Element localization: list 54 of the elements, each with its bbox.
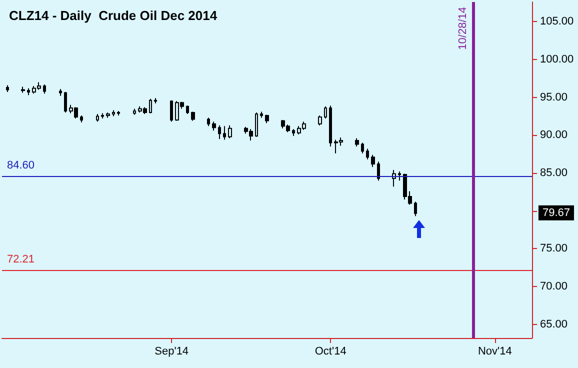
candlestick: [218, 124, 221, 140]
candlestick: [260, 111, 263, 118]
candlestick: [223, 126, 226, 140]
candlestick: [265, 114, 269, 124]
ref-line-label: 84.60: [7, 160, 35, 172]
text: CLZ14 - Daily Crude Oil Dec 2014: [9, 8, 218, 23]
candlestick: [398, 171, 401, 182]
ref-line-label: 10/28/14: [457, 7, 470, 50]
candlestick: [117, 110, 120, 116]
candlestick: [170, 100, 173, 122]
candlestick: [112, 110, 115, 117]
candlestick: [80, 115, 83, 123]
text: 79.67: [542, 206, 570, 219]
candlestick: [96, 114, 99, 122]
candlestick: [371, 154, 375, 168]
x-tick-label: Oct'14: [314, 346, 346, 358]
x-tick-label: Nov'14: [478, 346, 512, 358]
x-tick-label: Sep'14: [154, 346, 189, 358]
candlestick: [43, 84, 46, 94]
y-tick-label: 100.00: [540, 54, 574, 66]
candlestick: [6, 84, 9, 93]
candlestick: [414, 201, 417, 217]
y-tick-label: 95.00: [540, 91, 568, 104]
candlestick: [133, 108, 136, 116]
candlestick: [329, 105, 332, 148]
y-tick-label: 65.00: [540, 318, 568, 330]
candlestick: [27, 88, 30, 96]
candlestick: [318, 115, 322, 126]
candlestick: [255, 112, 258, 138]
candlestick: [207, 117, 210, 127]
y-tick-label: 105.00: [540, 16, 574, 28]
ref-line-label: 72.21: [7, 253, 35, 266]
candlestick: [149, 98, 152, 114]
candlestick: [377, 161, 380, 182]
candlestick: [59, 88, 62, 96]
y-tick-label: 85.00: [540, 167, 568, 180]
candlestick: [191, 111, 195, 122]
candlestick: [228, 124, 232, 139]
candlestick: [106, 112, 110, 118]
candlestick: [64, 92, 67, 113]
candlestick: [392, 170, 396, 188]
candlestick: [21, 86, 25, 94]
candlestick: [324, 106, 327, 120]
candlestick: [292, 128, 295, 136]
candlestick: [101, 112, 104, 120]
candlestick: [154, 98, 157, 104]
candlestick: [361, 142, 364, 154]
y-tick-label: 70.00: [540, 280, 568, 293]
candlestick: [355, 138, 359, 148]
candlestick: [212, 121, 216, 132]
candlestick: [186, 105, 189, 114]
y-tick-label: 90.00: [540, 129, 568, 142]
candlestick: [366, 148, 369, 160]
y-tick-label: 75.00: [540, 242, 568, 255]
